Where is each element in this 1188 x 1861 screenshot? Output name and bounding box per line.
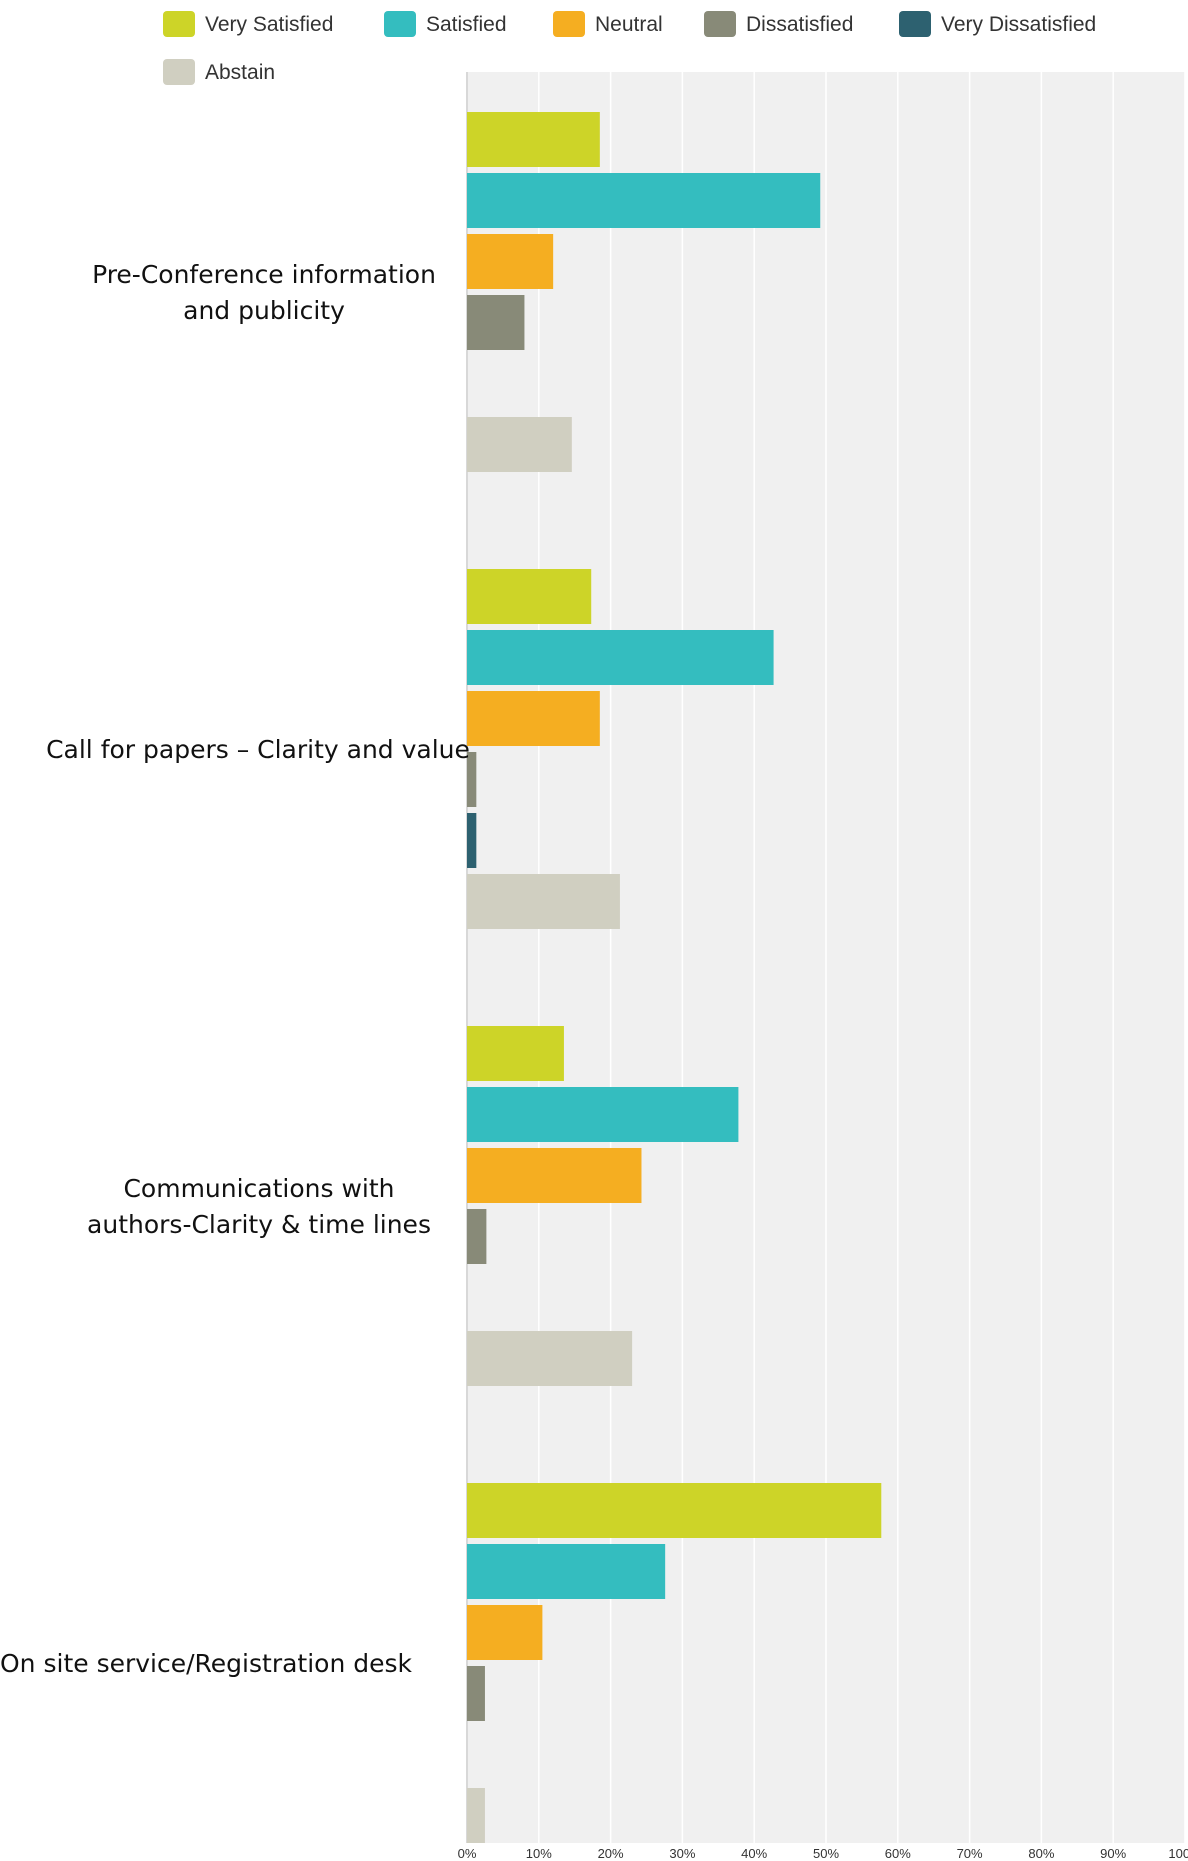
legend-label-dissatisfied[interactable]: Dissatisfied xyxy=(746,13,853,36)
category-label-1-line-2: and publicity xyxy=(183,296,345,325)
bar-very-satisfied-group-1[interactable] xyxy=(467,112,600,167)
x-tick-label-50: 50% xyxy=(813,1846,839,1861)
bar-abstain-group-3[interactable] xyxy=(467,1331,633,1386)
x-tick-label-70: 70% xyxy=(957,1846,983,1861)
bar-dissatisfied-group-3[interactable] xyxy=(467,1209,487,1264)
category-label-1-line-1: Pre-Conference information xyxy=(92,260,436,289)
legend-swatch-dissatisfied[interactable] xyxy=(704,11,736,37)
legend-swatch-very-satisfied[interactable] xyxy=(163,11,195,37)
bar-very-satisfied-group-4[interactable] xyxy=(467,1483,882,1538)
x-tick-label-90: 90% xyxy=(1100,1846,1126,1861)
bar-neutral-group-1[interactable] xyxy=(467,234,554,289)
bar-neutral-group-4[interactable] xyxy=(467,1605,543,1660)
x-tick-label-30: 30% xyxy=(669,1846,695,1861)
category-label-3-line-1: Communications with xyxy=(123,1174,394,1203)
bar-abstain-group-2[interactable] xyxy=(467,874,620,929)
x-tick-label-80: 80% xyxy=(1028,1846,1054,1861)
bar-dissatisfied-group-1[interactable] xyxy=(467,295,525,350)
bar-satisfied-group-4[interactable] xyxy=(467,1544,666,1599)
bar-abstain-group-1[interactable] xyxy=(467,417,572,472)
legend-swatch-neutral[interactable] xyxy=(553,11,585,37)
legend-swatch-satisfied[interactable] xyxy=(384,11,416,37)
legend-swatch-abstain[interactable] xyxy=(163,59,195,85)
bar-satisfied-group-2[interactable] xyxy=(467,630,774,685)
bar-neutral-group-2[interactable] xyxy=(467,691,600,746)
bar-dissatisfied-group-2[interactable] xyxy=(467,752,477,807)
x-tick-label-100: 100% xyxy=(1168,1846,1188,1861)
bar-very-satisfied-group-2[interactable] xyxy=(467,569,592,624)
bar-satisfied-group-3[interactable] xyxy=(467,1087,739,1142)
category-label-3-line-2: authors-Clarity & time lines xyxy=(87,1210,431,1239)
legend-swatch-very-dissatisfied[interactable] xyxy=(899,11,931,37)
x-tick-label-40: 40% xyxy=(741,1846,767,1861)
x-tick-label-60: 60% xyxy=(885,1846,911,1861)
legend-label-very-dissatisfied[interactable]: Very Dissatisfied xyxy=(941,13,1096,36)
bar-very-satisfied-group-3[interactable] xyxy=(467,1026,564,1081)
category-label-2-line-1: Call for papers – Clarity and value xyxy=(46,735,470,764)
category-label-4-line-1: On site service/Registration desk xyxy=(0,1649,413,1678)
legend-label-very-satisfied[interactable]: Very Satisfied xyxy=(205,13,333,36)
legend-label-satisfied[interactable]: Satisfied xyxy=(426,13,507,36)
bar-neutral-group-3[interactable] xyxy=(467,1148,642,1203)
bar-satisfied-group-1[interactable] xyxy=(467,173,821,228)
x-tick-label-0: 0% xyxy=(458,1846,477,1861)
legend-label-abstain[interactable]: Abstain xyxy=(205,61,275,84)
x-tick-label-20: 20% xyxy=(598,1846,624,1861)
bar-abstain-group-4[interactable] xyxy=(467,1788,485,1843)
bar-dissatisfied-group-4[interactable] xyxy=(467,1666,485,1721)
legend-label-neutral[interactable]: Neutral xyxy=(595,13,663,36)
bar-very-dissatisfied-group-2[interactable] xyxy=(467,813,477,868)
x-tick-label-10: 10% xyxy=(526,1846,552,1861)
